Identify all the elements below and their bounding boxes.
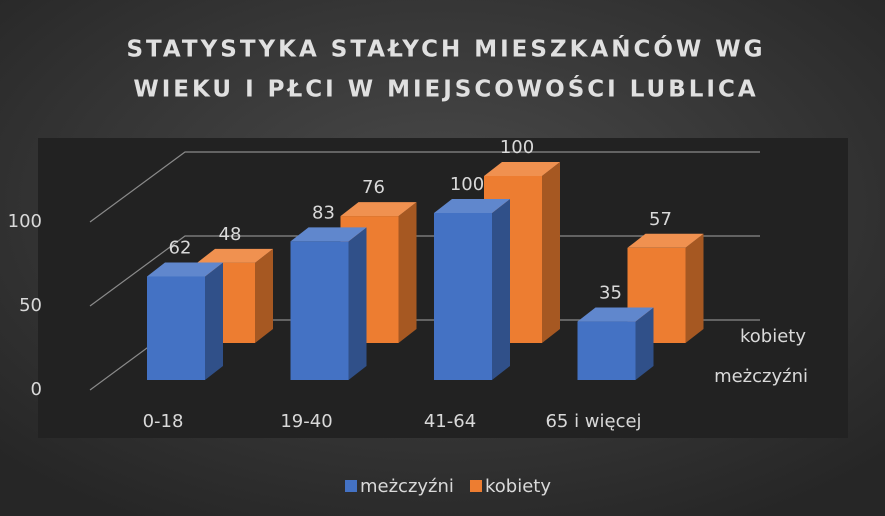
data-label: 48 (219, 224, 242, 245)
data-label: 83 (312, 202, 335, 223)
bar-side (542, 162, 560, 343)
legend-swatch (345, 480, 357, 492)
bar-top (290, 227, 367, 242)
x-tick-label: 41-64 (424, 411, 476, 432)
bar-top (434, 199, 510, 213)
bar-side (635, 307, 654, 380)
depth-label: kobiety (740, 326, 806, 347)
bar-top (147, 262, 223, 277)
bar (147, 276, 205, 380)
data-label: 100 (450, 174, 484, 195)
bar-side (205, 262, 223, 380)
chart-title: STATYSTYKA STAŁYCH MIESZKAŃCÓW WG (126, 35, 765, 63)
grid-line (89, 235, 760, 307)
legend-label: meżczyźni (360, 476, 454, 497)
legend-label: kobiety (485, 476, 551, 497)
bar-top (577, 307, 654, 322)
data-label: 35 (599, 283, 622, 304)
data-label: 100 (500, 137, 534, 158)
bar-top (627, 233, 704, 248)
bar-side (255, 248, 273, 343)
y-tick-label: 100 (8, 211, 42, 232)
depth-label: meżczyźni (714, 366, 808, 387)
bar (577, 321, 636, 380)
grid-line (89, 151, 760, 223)
bar (434, 213, 492, 380)
y-tick-label: 50 (19, 295, 42, 316)
bar-side (685, 233, 704, 343)
chart-title: WIEKU I PŁCI W MIEJSCOWOŚCI LUBLICA (133, 75, 758, 103)
x-tick-label: 0-18 (143, 411, 184, 432)
bar-side (398, 202, 417, 343)
legend-swatch (470, 480, 482, 492)
data-label: 57 (649, 209, 672, 230)
data-label: 62 (169, 237, 192, 258)
bar-side (492, 199, 510, 380)
x-tick-label: 19-40 (280, 411, 332, 432)
data-label: 76 (362, 177, 385, 198)
bar-side (348, 227, 367, 380)
x-tick-label: 65 i więcej (545, 411, 641, 432)
bar-top (197, 248, 273, 263)
bar-top (484, 162, 560, 176)
y-tick-label: 0 (31, 379, 42, 400)
bar-top (340, 202, 417, 217)
bar (290, 241, 349, 380)
